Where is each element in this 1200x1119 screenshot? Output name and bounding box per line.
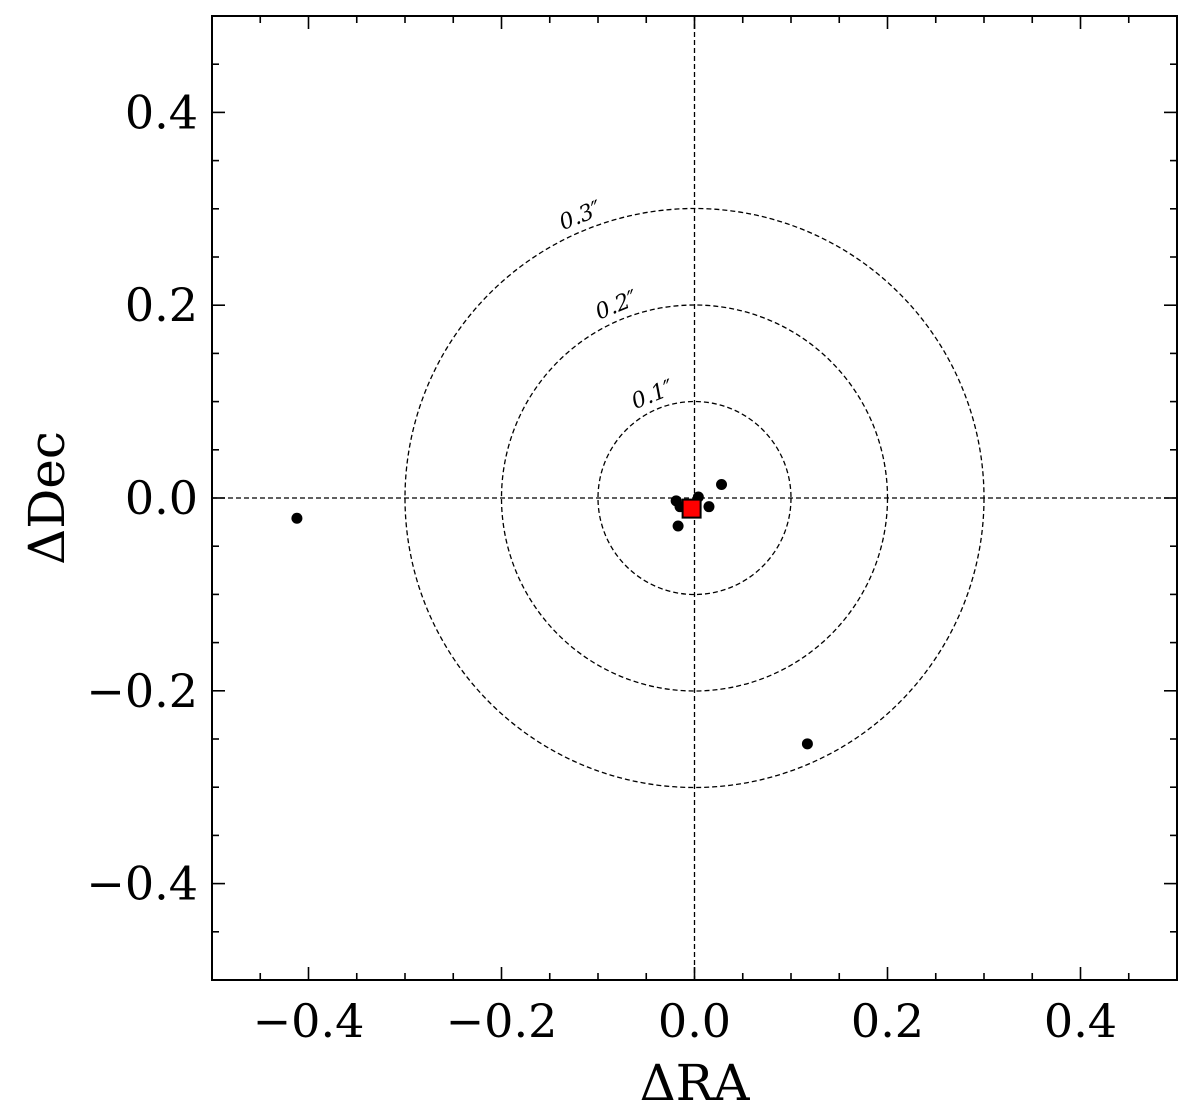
ring-label-3: 0.3″ bbox=[556, 196, 606, 236]
ring-3 bbox=[404, 207, 985, 789]
x-axis-label: ΔRA bbox=[640, 1054, 751, 1112]
data-point bbox=[801, 738, 813, 750]
x-tick-label: 0.4 bbox=[1044, 994, 1117, 1048]
y-axis-label: ΔDec bbox=[18, 431, 76, 565]
x-tick-label: 0.2 bbox=[851, 994, 924, 1048]
y-tick-label: −0.2 bbox=[86, 664, 198, 718]
ring-2 bbox=[500, 304, 889, 692]
reference-marker bbox=[681, 498, 702, 519]
data-point bbox=[703, 501, 715, 513]
y-tick-label: 0.4 bbox=[125, 85, 198, 139]
ring-1 bbox=[597, 400, 792, 596]
plot-frame bbox=[211, 15, 1178, 981]
ring-label-1: 0.1″ bbox=[628, 375, 678, 415]
x-tick-label: 0.0 bbox=[658, 994, 731, 1048]
y-tick-labels: 0.4 0.2 0.0 −0.2 −0.4 bbox=[86, 85, 198, 910]
ring-label-2: 0.2″ bbox=[592, 286, 642, 326]
y-tick-label: 0.0 bbox=[125, 471, 198, 525]
data-point bbox=[291, 512, 303, 524]
data-points bbox=[291, 479, 813, 750]
x-tick-labels: −0.4 −0.2 0.0 0.2 0.4 bbox=[253, 994, 1117, 1048]
y-tick-label: 0.2 bbox=[125, 278, 198, 332]
data-point bbox=[672, 520, 684, 532]
red-square-marker bbox=[681, 498, 702, 519]
data-point bbox=[716, 479, 728, 491]
x-tick-label: −0.4 bbox=[253, 994, 365, 1048]
y-tick-label: −0.4 bbox=[86, 857, 198, 911]
x-tick-label: −0.2 bbox=[446, 994, 558, 1048]
